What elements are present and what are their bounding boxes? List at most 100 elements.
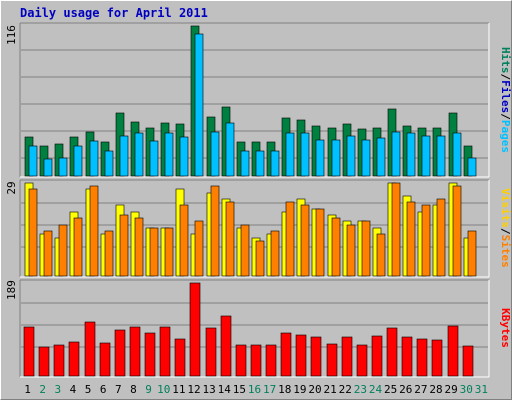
day-label-18: 18: [278, 383, 291, 396]
bar-files-day-3: [58, 157, 68, 177]
bar-sites-day-23: [361, 220, 371, 277]
bar-sites-day-8: [134, 217, 144, 277]
legend-top-part-2: Files: [499, 80, 512, 113]
bar-kbytes-day-7: [114, 329, 126, 377]
bar-sites-day-17: [270, 230, 280, 277]
bar-files-day-2: [43, 158, 53, 177]
day-label-1: 1: [24, 383, 31, 396]
bar-sites-day-29: [452, 185, 462, 277]
bar-kbytes-day-24: [371, 335, 383, 377]
bar-files-day-29: [452, 132, 462, 177]
bar-files-day-14: [225, 122, 235, 177]
day-label-5: 5: [85, 383, 92, 396]
bar-files-day-25: [391, 131, 401, 177]
legend-middle-part-1: /: [499, 228, 512, 235]
bar-files-day-6: [104, 150, 114, 177]
legend-middle: Visits/Sites: [499, 188, 512, 268]
bar-files-day-27: [421, 135, 431, 177]
bar-sites-day-7: [119, 214, 129, 277]
bar-kbytes-day-11: [174, 338, 186, 377]
day-label-20: 20: [308, 383, 321, 396]
day-label-2: 2: [39, 383, 46, 396]
bar-sites-day-5: [89, 185, 99, 277]
bar-sites-day-10: [164, 227, 174, 277]
bar-sites-day-21: [331, 217, 341, 277]
bar-kbytes-day-29: [447, 325, 459, 377]
bar-sites-day-27: [421, 204, 431, 277]
bar-files-day-22: [346, 135, 356, 177]
bar-kbytes-day-4: [68, 341, 80, 377]
day-label-24: 24: [369, 383, 383, 396]
day-label-19: 19: [293, 383, 306, 396]
bar-files-day-15: [240, 150, 250, 177]
bar-kbytes-day-13: [205, 327, 217, 377]
legend-bottom: KBytes: [499, 308, 512, 348]
bar-sites-day-4: [73, 217, 83, 277]
day-label-25: 25: [384, 383, 397, 396]
bar-kbytes-day-6: [99, 342, 111, 377]
bar-files-day-9: [149, 140, 159, 177]
bar-kbytes-day-27: [416, 338, 428, 377]
legend-bottom-part-0: KBytes: [499, 308, 512, 348]
bar-kbytes-day-14: [220, 315, 232, 377]
day-label-6: 6: [100, 383, 107, 396]
bar-sites-day-20: [315, 208, 325, 277]
bar-sites-day-9: [149, 227, 159, 277]
day-label-13: 13: [202, 383, 215, 396]
bar-files-day-10: [164, 132, 174, 177]
day-label-17: 17: [263, 383, 276, 396]
day-label-28: 28: [429, 383, 442, 396]
bar-sites-day-6: [104, 230, 114, 277]
day-label-12: 12: [187, 383, 200, 396]
bar-kbytes-day-23: [356, 344, 368, 377]
day-label-31: 31: [475, 383, 488, 396]
max-label-middle: 29: [5, 181, 18, 194]
day-label-26: 26: [399, 383, 412, 396]
bar-files-day-12: [194, 33, 204, 177]
bar-files-day-5: [89, 140, 99, 177]
bar-kbytes-day-17: [265, 344, 277, 377]
day-label-11: 11: [172, 383, 185, 396]
bar-kbytes-day-3: [53, 344, 65, 377]
bar-files-day-1: [28, 145, 38, 177]
bar-kbytes-day-10: [159, 326, 171, 377]
bar-kbytes-day-9: [144, 332, 156, 377]
legend-middle-part-0: Visits: [499, 188, 512, 228]
bar-kbytes-day-15: [235, 344, 247, 377]
bar-files-day-20: [315, 139, 325, 177]
day-label-30: 30: [460, 383, 473, 396]
bar-files-day-11: [179, 136, 189, 177]
bar-sites-day-2: [43, 230, 53, 277]
bar-sites-day-19: [300, 204, 310, 277]
bar-kbytes-day-19: [295, 334, 307, 377]
legend-top-part-3: /: [499, 113, 512, 120]
bar-files-day-19: [300, 132, 310, 177]
bar-kbytes-day-21: [326, 343, 338, 377]
bar-sites-day-3: [58, 224, 68, 277]
day-label-21: 21: [324, 383, 337, 396]
max-label-top: 116: [5, 25, 18, 45]
bar-sites-day-15: [240, 224, 250, 277]
bar-files-day-8: [134, 132, 144, 177]
legend-top-part-0: Hits: [499, 47, 512, 74]
bar-sites-day-18: [285, 201, 295, 277]
bar-files-day-13: [210, 131, 220, 177]
legend-top-part-1: /: [499, 74, 512, 81]
bar-kbytes-day-1: [23, 326, 35, 377]
day-label-3: 3: [55, 383, 62, 396]
bar-kbytes-day-2: [38, 346, 50, 377]
bar-files-day-4: [73, 145, 83, 177]
day-label-4: 4: [70, 383, 77, 396]
bar-kbytes-day-18: [280, 332, 292, 377]
bar-kbytes-day-28: [431, 339, 443, 377]
bar-files-day-7: [119, 135, 129, 177]
chart-title: Daily usage for April 2011: [20, 6, 208, 20]
bar-sites-day-28: [436, 198, 446, 277]
day-label-22: 22: [339, 383, 352, 396]
legend-middle-part-2: Sites: [499, 235, 512, 268]
bar-sites-day-24: [376, 233, 386, 277]
bar-sites-day-16: [255, 240, 265, 277]
day-label-7: 7: [115, 383, 122, 396]
bar-kbytes-day-16: [250, 344, 262, 377]
